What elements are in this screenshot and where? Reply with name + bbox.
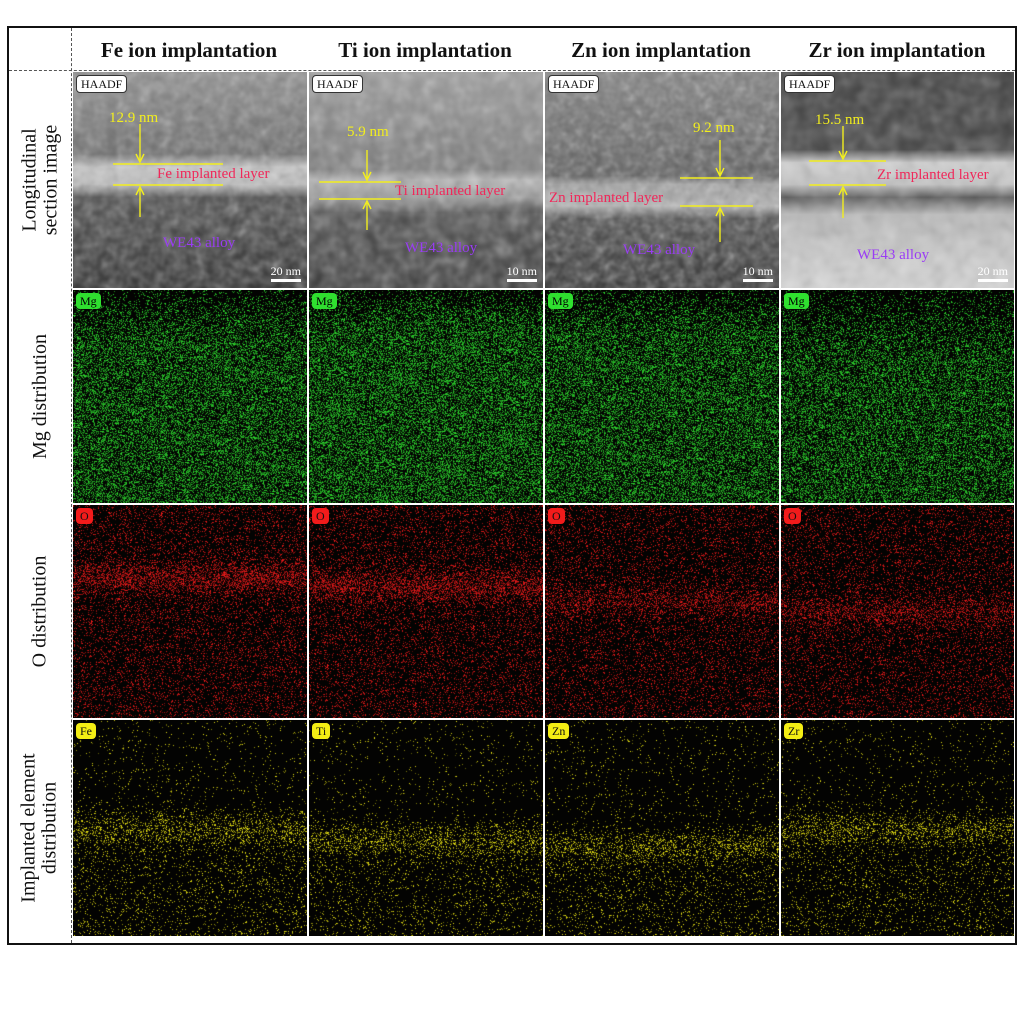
- scale-bar-label: 10 nm: [506, 264, 537, 278]
- substrate-label: WE43 alloy: [163, 235, 236, 251]
- scale-bar: 10 nm: [743, 265, 773, 282]
- layer-thickness-label: 12.9 nm: [109, 110, 159, 126]
- mg-tag: Mg: [312, 293, 337, 309]
- scale-bar-label: 10 nm: [742, 264, 773, 278]
- implanted-layer-label: Ti implanted layer: [395, 183, 506, 199]
- column-header-fe: Fe ion implantation: [100, 38, 278, 62]
- o-tag: O: [312, 508, 329, 524]
- haadf-tag: HAADF: [76, 75, 128, 93]
- figure-frame: Fe ion implantation Ti ion implantation …: [7, 26, 1017, 945]
- column-header-zr: Zr ion implantation: [808, 38, 986, 62]
- column-header-ti: Ti ion implantation: [338, 38, 512, 62]
- row-header-line: O distribution: [28, 555, 51, 668]
- implanted-layer-label: Zn implanted layer: [549, 190, 664, 206]
- row-header-line: Longitudinal: [18, 128, 40, 232]
- o-map-zr: O: [781, 505, 1014, 718]
- row-header-implanted: Implanted element distribution: [9, 720, 71, 936]
- o-map-zn: O: [545, 505, 779, 718]
- mg-tag: Mg: [76, 293, 101, 309]
- mg-map-zr: Mg: [781, 290, 1014, 503]
- row-header-line: Mg distribution: [28, 333, 51, 460]
- implanted-map-ti: Ti: [309, 720, 543, 936]
- o-tag: O: [548, 508, 565, 524]
- implanted-map-zr: Zr: [781, 720, 1014, 936]
- mg-map-ti: Mg: [309, 290, 543, 503]
- scale-bar-label: 20 nm: [270, 264, 301, 278]
- haadf-panel-zr: HAADF 15.5 nm Zr implanted layer WE43 al…: [781, 72, 1014, 288]
- row-header-line: distribution: [39, 781, 62, 875]
- implanted-map-fe: Fe: [73, 720, 307, 936]
- row-header-longitudinal: Longitudinal section image: [9, 72, 71, 288]
- haadf-tag: HAADF: [784, 75, 836, 93]
- o-tag: O: [76, 508, 93, 524]
- haadf-tag: HAADF: [548, 75, 600, 93]
- layer-thickness-label: 9.2 nm: [693, 120, 735, 136]
- scale-bar: 20 nm: [271, 265, 301, 282]
- o-tag: O: [784, 508, 801, 524]
- implanted-element-tag: Zr: [784, 723, 804, 739]
- row-header-line: section image: [39, 124, 61, 236]
- scale-bar: 20 nm: [978, 265, 1008, 282]
- row-header-mg: Mg distribution: [9, 290, 71, 503]
- implanted-element-tag: Zn: [548, 723, 570, 739]
- implanted-layer-label: Fe implanted layer: [157, 166, 270, 182]
- header-divider-horizontal: [9, 70, 1015, 71]
- substrate-label: WE43 alloy: [857, 247, 930, 263]
- implanted-element-tag: Ti: [312, 723, 331, 739]
- o-map-ti: O: [309, 505, 543, 718]
- row-header-line: Implanted element: [18, 753, 41, 903]
- mg-tag: Mg: [548, 293, 573, 309]
- haadf-panel-zn: HAADF 9.2 nm Zn implanted layer WE43 all…: [545, 72, 779, 288]
- substrate-label: WE43 alloy: [623, 242, 696, 258]
- mg-map-fe: Mg: [73, 290, 307, 503]
- haadf-tag: HAADF: [312, 75, 364, 93]
- row-header-o: O distribution: [9, 505, 71, 718]
- scale-bar: 10 nm: [507, 265, 537, 282]
- header-divider-vertical: [71, 28, 72, 943]
- o-map-fe: O: [73, 505, 307, 718]
- layer-thickness-label: 15.5 nm: [815, 112, 865, 128]
- implanted-layer-label: Zr implanted layer: [877, 167, 989, 183]
- mg-map-zn: Mg: [545, 290, 779, 503]
- substrate-label: WE43 alloy: [405, 240, 478, 256]
- layer-thickness-label: 5.9 nm: [347, 124, 389, 140]
- implanted-map-zn: Zn: [545, 720, 779, 936]
- haadf-panel-ti: HAADF 5.9 nm Ti implanted layer WE43 all…: [309, 72, 543, 288]
- scale-bar-label: 20 nm: [977, 264, 1008, 278]
- column-header-zn: Zn ion implantation: [571, 38, 751, 62]
- haadf-panel-fe: HAADF 12.9 nm Fe implanted layer WE43 al…: [73, 72, 307, 288]
- mg-tag: Mg: [784, 293, 809, 309]
- implanted-element-tag: Fe: [76, 723, 96, 739]
